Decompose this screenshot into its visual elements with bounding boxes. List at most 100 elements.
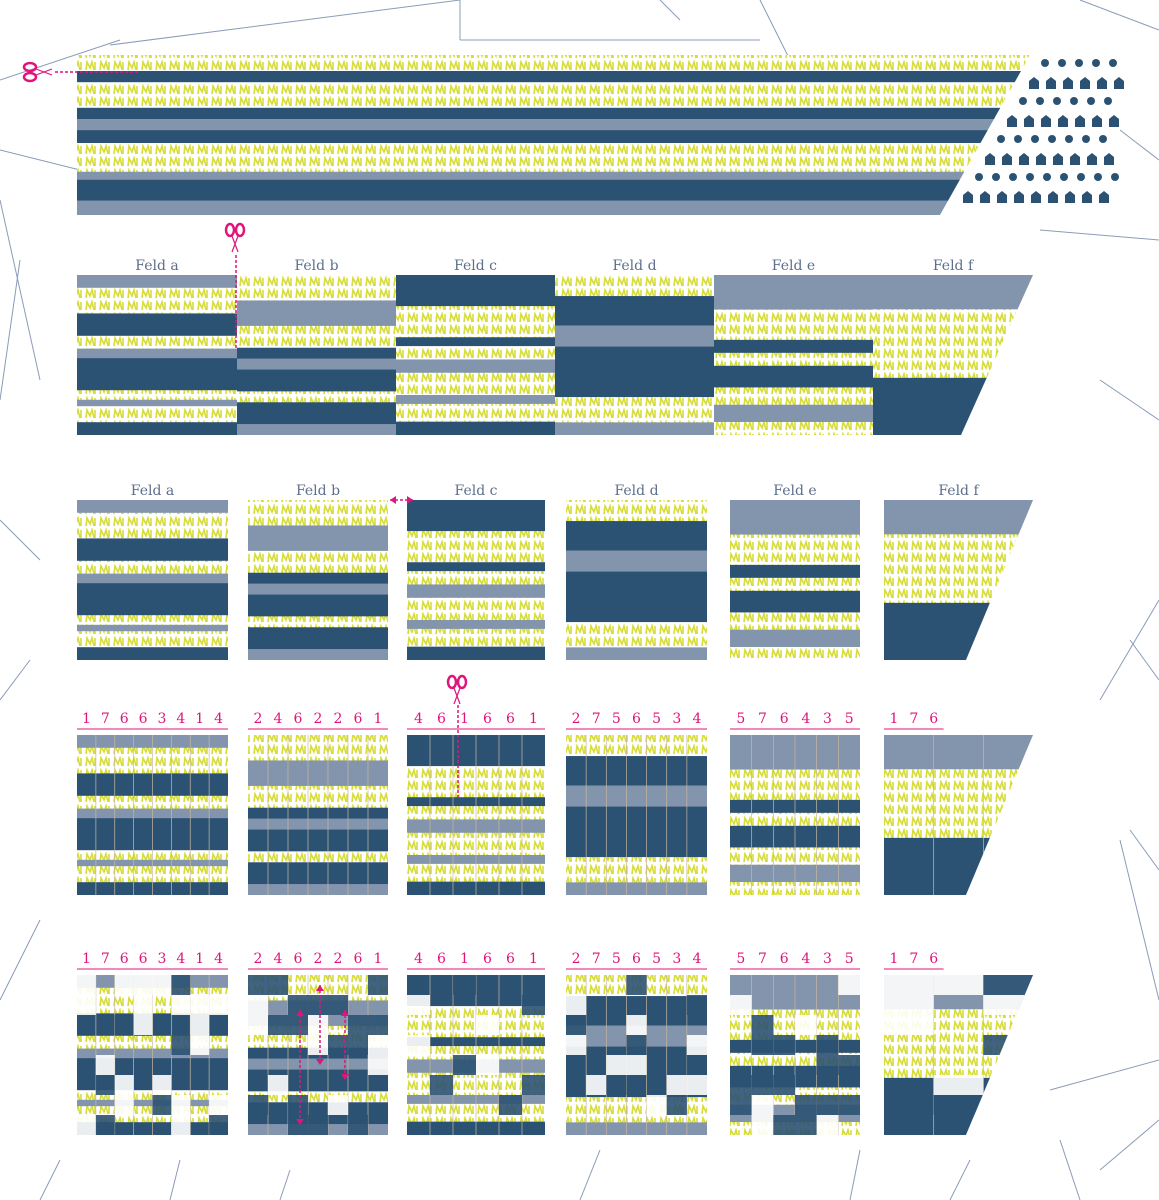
column-number: 4 bbox=[692, 711, 701, 727]
pattern-stripe bbox=[248, 500, 388, 526]
pattern-stripe bbox=[714, 352, 873, 367]
column-number: 4 bbox=[414, 711, 423, 727]
swapped-block bbox=[666, 1075, 687, 1095]
swapped-block bbox=[248, 995, 268, 1015]
grey-stripe bbox=[77, 399, 237, 407]
house-icon bbox=[1109, 115, 1119, 127]
swapped-block bbox=[666, 1095, 687, 1115]
swapped-block bbox=[686, 995, 707, 1015]
swapped-block bbox=[884, 975, 934, 995]
grey-stripe bbox=[730, 500, 860, 535]
field-c-row5 bbox=[407, 975, 545, 1135]
grey-stripe bbox=[248, 1058, 388, 1070]
map-line bbox=[1119, 129, 1159, 161]
house-icon bbox=[1080, 77, 1090, 89]
column-number: 4 bbox=[414, 951, 423, 967]
dot-icon bbox=[1048, 135, 1056, 143]
pattern-stripe bbox=[396, 372, 555, 396]
column-number: 6 bbox=[780, 951, 789, 967]
dot-icon bbox=[1082, 135, 1090, 143]
field-label: Feld c bbox=[454, 258, 497, 274]
map-line bbox=[1099, 599, 1159, 701]
column-number: 1 bbox=[460, 711, 469, 727]
swapped-block bbox=[288, 995, 308, 1015]
field-d-row2 bbox=[555, 275, 714, 435]
pattern-stripe bbox=[730, 534, 860, 566]
dark-stripe bbox=[407, 646, 545, 660]
swapped-block bbox=[816, 1095, 839, 1115]
swapped-block bbox=[751, 1035, 774, 1055]
column-number: 4 bbox=[176, 951, 185, 967]
column-number: 4 bbox=[801, 951, 810, 967]
swapped-block bbox=[566, 1015, 587, 1035]
dark-stripe bbox=[77, 422, 237, 435]
map-line bbox=[1049, 1059, 1159, 1091]
column-number: 5 bbox=[845, 951, 854, 967]
swapped-block bbox=[95, 1115, 115, 1135]
pattern-stripe bbox=[77, 406, 237, 423]
column-number: 1 bbox=[195, 951, 204, 967]
swapped-block bbox=[838, 1095, 860, 1115]
swapped-block bbox=[430, 1075, 453, 1095]
dark-stripe bbox=[77, 583, 228, 616]
column-number: 7 bbox=[758, 951, 767, 967]
swapped-block bbox=[838, 1055, 860, 1075]
grey-stripe bbox=[77, 275, 237, 289]
swapped-block bbox=[95, 1075, 115, 1095]
column-number: 5 bbox=[612, 711, 621, 727]
column-number: 4 bbox=[214, 711, 223, 727]
grey-stripe bbox=[248, 760, 388, 787]
pattern-stripe bbox=[566, 857, 707, 883]
swapped-block bbox=[288, 1015, 308, 1035]
pattern-stripe bbox=[248, 785, 388, 809]
grey-stripe bbox=[407, 620, 545, 630]
swapped-block bbox=[730, 1075, 752, 1095]
column-number: 2 bbox=[314, 951, 323, 967]
column-number: 6 bbox=[294, 951, 303, 967]
swapped-block bbox=[348, 1015, 368, 1035]
grey-stripe bbox=[77, 500, 228, 514]
map-line bbox=[0, 199, 41, 381]
scissors-icon bbox=[22, 61, 53, 83]
house-icon bbox=[1031, 191, 1041, 203]
field-e-row4 bbox=[730, 735, 860, 895]
swapped-block bbox=[171, 1115, 191, 1135]
map-line bbox=[0, 149, 81, 171]
column-number: 1 bbox=[82, 951, 91, 967]
swapped-block bbox=[171, 1095, 191, 1115]
column-number: 6 bbox=[354, 951, 363, 967]
swapped-block bbox=[133, 1015, 153, 1035]
pattern-stripe bbox=[555, 275, 714, 297]
grey-stripe bbox=[396, 359, 555, 374]
swapped-block bbox=[686, 1035, 707, 1055]
pattern-stripe bbox=[566, 735, 707, 757]
field-a-row3 bbox=[77, 500, 228, 660]
column-number: 5 bbox=[736, 711, 745, 727]
swapped-block bbox=[268, 975, 288, 995]
column-number: 5 bbox=[612, 951, 621, 967]
field-f-row2 bbox=[873, 275, 1033, 435]
column-number: 2 bbox=[334, 951, 343, 967]
dark-stripe bbox=[555, 296, 714, 326]
grey-stripe bbox=[248, 525, 388, 552]
grey-stripe bbox=[77, 171, 1030, 181]
dark-stripe bbox=[248, 829, 388, 852]
field-a-row4 bbox=[77, 735, 228, 895]
column-number: 2 bbox=[254, 951, 263, 967]
dot-icon bbox=[992, 173, 1000, 181]
swapped-block bbox=[626, 1055, 647, 1075]
dark-stripe bbox=[555, 346, 714, 398]
pattern-stripe bbox=[555, 397, 714, 423]
swapped-block bbox=[499, 1095, 522, 1115]
double-arrow-icon bbox=[316, 985, 324, 1065]
field-label: Feld b bbox=[296, 483, 340, 499]
field-c-row2 bbox=[396, 275, 555, 435]
swapped-block bbox=[268, 1015, 288, 1035]
map-line bbox=[169, 1159, 181, 1200]
swapped-block bbox=[983, 995, 1033, 1015]
pattern-stripe bbox=[77, 55, 1030, 72]
swapped-block bbox=[268, 1075, 288, 1095]
field-e-row3 bbox=[730, 500, 860, 660]
